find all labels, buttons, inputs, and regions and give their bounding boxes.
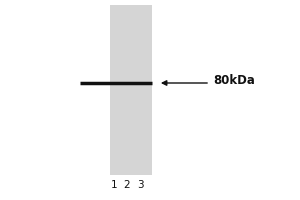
Text: 2: 2 <box>124 180 130 190</box>
Text: 80kDa: 80kDa <box>213 73 255 86</box>
Bar <box>110 5 152 175</box>
Text: 3: 3 <box>137 180 143 190</box>
Text: 1: 1 <box>111 180 117 190</box>
